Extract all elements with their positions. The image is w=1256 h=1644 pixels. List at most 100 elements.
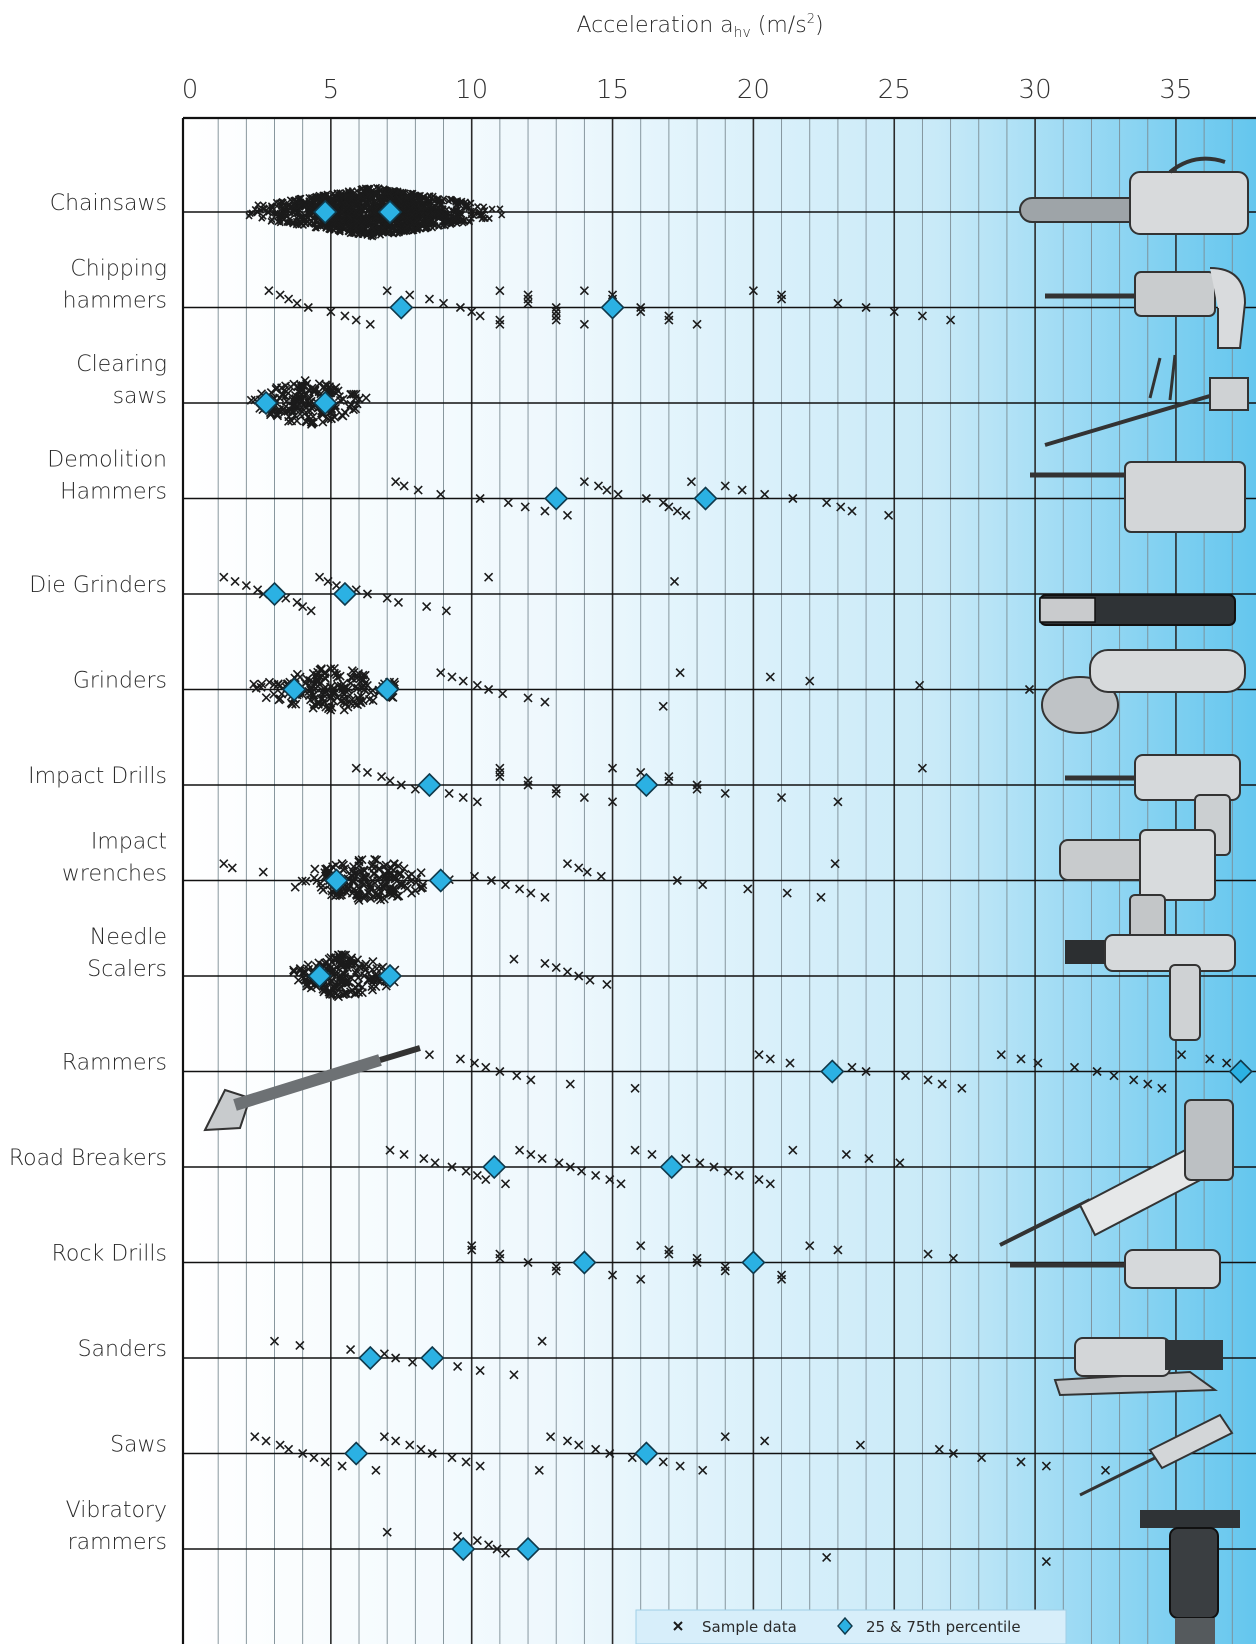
- sample-point: [675, 1461, 685, 1471]
- sample-point: [562, 1436, 573, 1446]
- sample-point: [305, 676, 315, 686]
- sample-point: [331, 860, 341, 870]
- sample-point: [816, 892, 826, 902]
- sample-point: [412, 874, 422, 884]
- sample-point: [426, 192, 434, 200]
- sample-point: [627, 1453, 637, 1463]
- sample-point: [310, 864, 320, 874]
- sample-point: [354, 890, 364, 900]
- percentile-marker: [820, 1059, 845, 1084]
- sample-point: [441, 222, 449, 230]
- tool-row: [183, 1432, 1256, 1475]
- sample-point: [344, 187, 352, 195]
- tool-illustration-sander: [1053, 1337, 1223, 1397]
- sample-point: [404, 871, 414, 881]
- sample-point: [250, 1432, 260, 1442]
- sample-point: [917, 311, 927, 321]
- sample-point: [271, 209, 279, 217]
- legend-percentile-marker: [837, 1616, 853, 1636]
- sample-point: [363, 229, 371, 237]
- sample-point: [389, 872, 400, 882]
- sample-point: [605, 1175, 615, 1185]
- sample-point: [472, 797, 482, 807]
- sample-point: [368, 891, 379, 901]
- sample-point: [425, 202, 433, 210]
- sample-point: [734, 1170, 744, 1180]
- sample-point: [641, 493, 651, 504]
- sample-point: [424, 1050, 435, 1060]
- sample-point: [321, 702, 331, 712]
- sample-point: [335, 671, 345, 681]
- sample-point: [500, 880, 511, 890]
- sample-point: [291, 394, 301, 404]
- sample-point: [399, 1149, 409, 1159]
- sample-point: [416, 1444, 426, 1454]
- sample-point: [636, 1274, 646, 1284]
- sample-point: [301, 417, 312, 427]
- sample-point: [467, 307, 477, 317]
- sample-point: [318, 885, 328, 895]
- sample-point: [419, 1154, 429, 1164]
- sample-point: [319, 696, 329, 707]
- sample-point: [320, 958, 330, 968]
- sample-point: [453, 1531, 463, 1541]
- sample-point: [333, 692, 343, 702]
- sample-point: [630, 1145, 640, 1155]
- sample-point: [562, 510, 573, 520]
- sample-point: [1100, 1465, 1111, 1475]
- sample-point: [523, 298, 533, 308]
- sample-point: [327, 689, 337, 700]
- tool-row: [183, 949, 1256, 1002]
- sample-point: [393, 597, 404, 607]
- category-label: Hammers: [60, 480, 167, 505]
- sample-point: [362, 589, 373, 599]
- x-tick-label: 5: [323, 75, 340, 105]
- sample-point: [335, 228, 344, 236]
- sample-point: [551, 963, 561, 973]
- sample-point: [355, 962, 365, 973]
- sample-point: [574, 1440, 584, 1450]
- sample-point: [410, 784, 420, 794]
- sample-point: [765, 1054, 775, 1064]
- tool-illustration-grinder: [1041, 649, 1246, 734]
- sample-point: [591, 1170, 601, 1180]
- sample-point: [366, 216, 374, 225]
- sample-point: [338, 394, 348, 404]
- sample-point: [300, 398, 310, 408]
- sample-point: [788, 493, 798, 504]
- category-label: hammers: [63, 289, 167, 314]
- sample-point: [367, 985, 378, 995]
- sample-point: [318, 194, 327, 202]
- sample-point: [579, 793, 589, 803]
- percentile-marker: [377, 963, 403, 989]
- sample-point: [777, 294, 787, 304]
- sample-point: [330, 226, 338, 235]
- sample-point: [495, 1066, 505, 1077]
- sample-point: [246, 395, 256, 405]
- sample-point: [422, 602, 432, 612]
- sample-point: [275, 1440, 285, 1450]
- sample-point: [348, 875, 358, 885]
- sample-point: [523, 290, 533, 300]
- sample-point: [306, 419, 317, 429]
- sample-point: [352, 673, 362, 683]
- category-label: saws: [113, 384, 167, 409]
- sample-point: [319, 987, 329, 997]
- sample-point: [345, 690, 355, 700]
- sample-point: [358, 203, 366, 211]
- sample-point: [540, 892, 550, 902]
- sample-point: [495, 763, 505, 773]
- sample-point: [346, 399, 356, 409]
- sample-point: [579, 477, 589, 487]
- sample-point: [359, 893, 369, 903]
- sample-point: [408, 211, 416, 219]
- sample-point: [274, 695, 284, 705]
- sample-point: [672, 506, 682, 516]
- sample-point: [331, 216, 339, 224]
- sample-point: [486, 875, 496, 886]
- sample-point: [488, 205, 496, 213]
- sample-point: [387, 890, 397, 900]
- sample-point: [251, 683, 261, 693]
- sample-point: [526, 1149, 536, 1159]
- tool-illustration-road-breaker: [999, 1099, 1234, 1247]
